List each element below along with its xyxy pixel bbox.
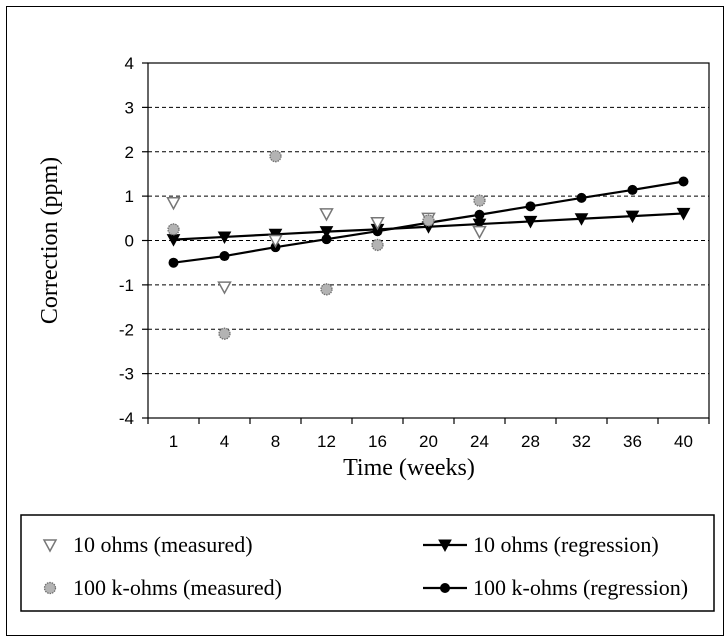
x-tick-label: 24 [470, 432, 489, 451]
legend-entry: 100 k-ohms (measured) [43, 575, 282, 600]
x-tick-label: 8 [271, 432, 280, 451]
legend-box [20, 514, 715, 612]
regression-point [219, 251, 230, 262]
regression-point [217, 231, 232, 244]
legend-label: 100 k-ohms (measured) [73, 575, 282, 600]
measured-point [472, 225, 487, 240]
regression-point [321, 234, 332, 245]
measured-point [473, 194, 486, 207]
regression-point [168, 257, 179, 268]
legend-entry: 10 ohms (measured) [42, 532, 253, 557]
grid-lines [148, 106, 709, 375]
x-axis: 1 4 8 12 16 20 24 28 32 36 40 [147, 418, 710, 451]
measured-point [166, 197, 181, 211]
series-layer [166, 150, 691, 340]
legend-label: 10 ohms (regression) [473, 532, 659, 557]
y-tick-label: -1 [119, 276, 134, 295]
x-tick-label: 40 [674, 432, 693, 451]
measured-point [319, 208, 334, 222]
measured-point [167, 223, 180, 236]
y-tick-label: 4 [125, 54, 134, 73]
series-0 [166, 197, 487, 295]
y-tick-label: -4 [119, 409, 134, 428]
legend-entry: 100 k-ohms (regression) [423, 575, 688, 600]
regression-point [678, 176, 689, 187]
regression-point [319, 226, 334, 239]
measured-point [371, 238, 384, 252]
x-tick-label: 36 [623, 432, 642, 451]
legend-marker [438, 539, 452, 553]
measured-point [268, 234, 283, 249]
regression-point [676, 207, 691, 221]
measured-point [269, 150, 282, 163]
legend-label: 10 ohms (measured) [73, 532, 253, 557]
y-axis-title: Correction (ppm) [37, 157, 63, 324]
legend-label: 100 k-ohms (regression) [473, 575, 688, 600]
y-tick-label: 2 [125, 143, 134, 162]
x-tick-label: 4 [220, 432, 229, 451]
chart-frame: 4 3 2 1 0 -1 -2 -3 -4 1 4 8 12 16 20 24 28 32 36 40 Correc… [6, 6, 724, 636]
x-tick-label: 1 [169, 432, 178, 451]
regression-point [627, 184, 638, 195]
y-tick-label: -2 [119, 320, 134, 339]
legend-entry: 10 ohms (regression) [423, 532, 659, 557]
x-tick-label: 28 [521, 432, 540, 451]
regression-point [625, 210, 640, 224]
x-tick-label: 32 [572, 432, 591, 451]
y-tick-label: 3 [125, 98, 134, 117]
legend-marker [42, 539, 58, 553]
measured-point [217, 281, 232, 295]
measured-point [218, 327, 231, 340]
measured-point [370, 217, 385, 231]
y-tick-label: -3 [119, 365, 134, 384]
regression-point [523, 215, 538, 229]
measured-point [320, 283, 333, 296]
x-axis-title: Time (weeks) [343, 455, 475, 481]
regression-point [474, 209, 485, 220]
y-tick-label: 1 [125, 187, 134, 206]
y-axis: 4 3 2 1 0 -1 -2 -3 -4 [119, 54, 148, 428]
x-tick-label: 20 [419, 432, 438, 451]
x-tick-label: 12 [317, 432, 336, 451]
regression-point [372, 226, 383, 237]
regression-point [574, 213, 589, 226]
regression-point [576, 192, 587, 203]
measured-point [422, 214, 435, 227]
legend-marker [43, 581, 57, 595]
series-1 [167, 150, 486, 340]
regression-point [525, 201, 536, 212]
legend: 10 ohms (measured) 10 ohms (regression) 10… [20, 514, 715, 612]
y-tick-label: 0 [125, 232, 134, 251]
legend-marker [440, 583, 450, 593]
x-tick-label: 16 [368, 432, 387, 451]
